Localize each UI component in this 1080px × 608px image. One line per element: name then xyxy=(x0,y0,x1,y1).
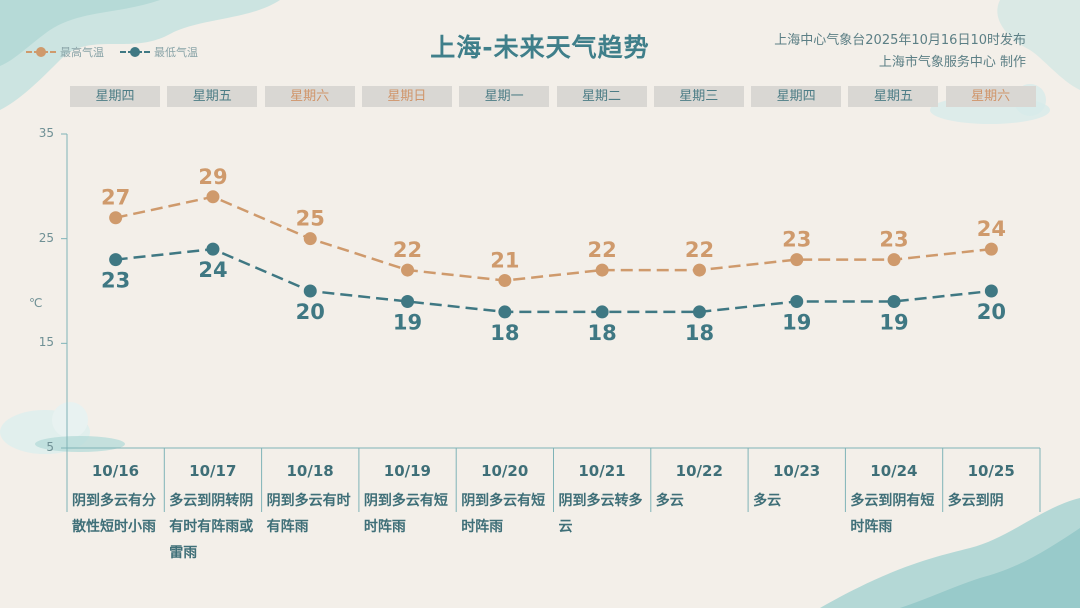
legend-label-low: 最低气温 xyxy=(154,46,198,59)
date-label: 10/22 xyxy=(675,462,723,480)
data-point-low xyxy=(206,242,220,256)
weekday-label: 星期一 xyxy=(459,86,550,107)
legend-item-low: 最低气温 xyxy=(120,44,198,60)
data-label-low: 19 xyxy=(782,310,811,334)
weekday-label: 星期四 xyxy=(751,86,842,107)
weather-description: 多云 xyxy=(753,493,782,509)
weekday-label: 星期三 xyxy=(653,86,744,107)
data-point-low xyxy=(303,284,317,298)
data-label-low: 20 xyxy=(977,300,1006,324)
data-point-low xyxy=(595,305,609,319)
y-axis-unit: ℃ xyxy=(29,296,43,310)
weekday-label: 星期六 xyxy=(264,86,355,107)
weather-description: 阴到多云有短时阵雨 xyxy=(461,493,546,535)
series-line-low xyxy=(115,247,992,314)
data-label-high: 22 xyxy=(588,238,617,262)
date-label: 10/24 xyxy=(870,462,918,480)
data-label-low: 19 xyxy=(393,310,422,334)
chart-title: 上海-未来天气趋势 xyxy=(430,33,650,62)
weather-description: 阴到多云有短时阵雨 xyxy=(363,493,448,535)
data-label-low: 18 xyxy=(490,321,519,345)
data-label-low: 18 xyxy=(685,321,714,345)
weekday-label: 星期六 xyxy=(945,86,1036,107)
publisher-info: 上海中心气象台2025年10月16日10时发布 上海市气象服务中心 制作 xyxy=(774,30,1026,74)
data-label-low: 23 xyxy=(101,269,130,293)
weekday-label: 星期日 xyxy=(361,86,452,107)
y-tick-label: 15 xyxy=(38,335,54,350)
data-point-high xyxy=(790,253,804,267)
data-label-low: 20 xyxy=(296,300,325,324)
data-point-high xyxy=(984,242,998,256)
weekday-label: 星期五 xyxy=(848,86,939,107)
date-label: 10/19 xyxy=(383,462,431,480)
legend-swatch-low xyxy=(120,46,150,58)
data-label-low: 19 xyxy=(879,310,908,334)
date-label: 10/18 xyxy=(286,462,334,480)
data-point-low xyxy=(401,294,415,308)
data-point-low xyxy=(887,294,901,308)
legend-swatch-high xyxy=(26,46,56,58)
y-tick-label: 35 xyxy=(38,126,54,140)
data-label-high: 27 xyxy=(101,186,130,210)
data-point-low xyxy=(790,294,804,308)
y-tick-label: 25 xyxy=(38,230,54,245)
chart-legend: 最高气温 最低气温 xyxy=(26,44,198,60)
publisher-line-2: 上海市气象服务中心 制作 xyxy=(878,55,1026,70)
data-label-high: 24 xyxy=(977,217,1006,241)
data-point-high xyxy=(887,253,901,267)
weekday-label: 星期四 xyxy=(70,86,160,107)
data-label-high: 21 xyxy=(490,249,519,273)
legend-label-high: 最高气温 xyxy=(60,46,104,59)
data-label-low: 18 xyxy=(588,321,617,345)
weather-description: 多云 xyxy=(655,493,684,509)
publisher-line-1: 上海中心气象台2025年10月16日10时发布 xyxy=(774,33,1026,48)
data-label-high: 23 xyxy=(879,228,908,252)
weather-description: 阴到多云有分散性短时小雨 xyxy=(72,493,156,535)
data-point-high xyxy=(303,232,317,246)
weather-description: 多云到阴转阴有时有阵雨或雷雨 xyxy=(169,493,254,561)
data-label-low: 24 xyxy=(198,258,227,282)
data-label-high: 29 xyxy=(198,165,227,189)
legend-item-high: 最高气温 xyxy=(26,44,104,60)
data-point-high xyxy=(498,274,512,288)
data-label-high: 22 xyxy=(685,238,714,262)
weather-description: 多云到阴 xyxy=(947,493,1004,509)
series-line-high xyxy=(115,195,992,282)
data-point-low xyxy=(498,305,512,319)
weekday-label: 星期五 xyxy=(167,86,258,107)
data-point-low xyxy=(984,284,998,298)
date-label: 10/16 xyxy=(91,462,140,480)
date-label: 10/20 xyxy=(481,462,529,480)
data-label-high: 22 xyxy=(393,238,422,262)
data-label-high: 23 xyxy=(782,228,811,252)
data-point-high xyxy=(109,211,123,225)
date-label: 10/25 xyxy=(967,462,1015,480)
data-point-low xyxy=(692,305,706,319)
weather-description: 多云到阴有短时阵雨 xyxy=(850,493,935,535)
data-point-high xyxy=(692,263,706,277)
data-point-low xyxy=(109,253,123,267)
data-label-high: 25 xyxy=(296,207,325,231)
weather-description: 阴到多云有时有阵雨 xyxy=(266,493,351,535)
y-tick-label: 5 xyxy=(46,440,54,454)
date-label: 10/17 xyxy=(189,462,237,480)
data-point-high xyxy=(595,263,609,277)
weekday-label: 星期二 xyxy=(556,86,647,107)
date-label: 10/21 xyxy=(578,462,626,480)
date-label: 10/23 xyxy=(772,462,821,480)
data-point-high xyxy=(401,263,415,277)
weather-description: 阴到多云转多云 xyxy=(558,493,643,535)
data-point-high xyxy=(206,190,220,204)
